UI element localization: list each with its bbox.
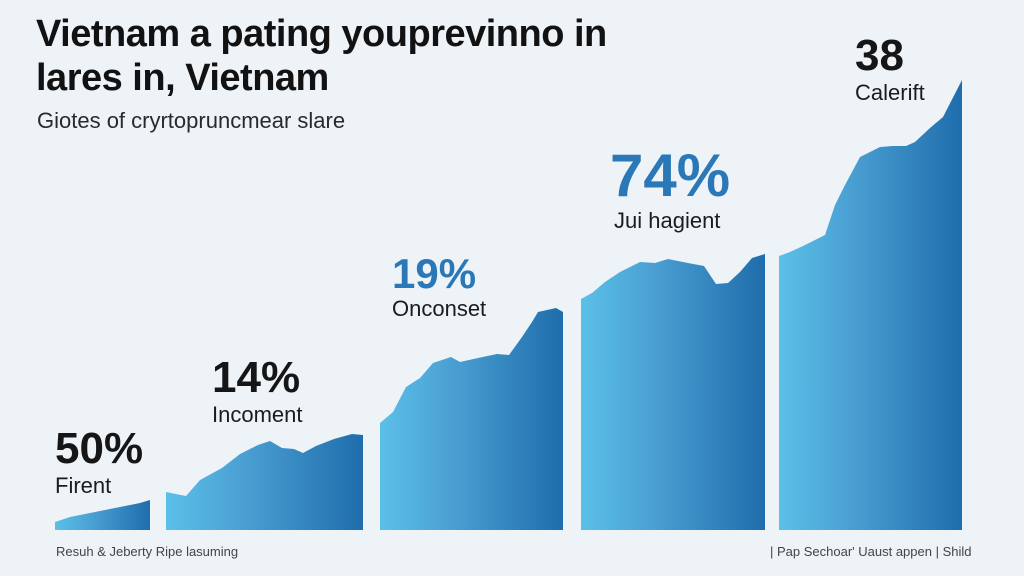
area-segment-1 xyxy=(55,500,150,530)
footer-source: Resuh & Jeberty Ripe lasuming xyxy=(56,544,239,559)
stat-label: Incoment xyxy=(212,402,303,427)
area-segment-4 xyxy=(581,254,765,530)
stat-onconset: 19% Onconset xyxy=(392,250,486,322)
chart-title-line1: Vietnam a pating youprevinno in xyxy=(36,13,607,55)
area-segments xyxy=(55,80,962,530)
stat-jui-hagient: 74% Jui hagient xyxy=(610,144,730,234)
stat-label: Firent xyxy=(55,473,112,498)
stat-value: 50% xyxy=(55,424,144,473)
chart-subtitle: Giotes of cryrtopruncmear slare xyxy=(37,108,346,133)
stat-label: Calerift xyxy=(855,80,925,105)
area-segment-2 xyxy=(166,434,363,530)
area-segment-5 xyxy=(779,80,962,530)
stat-value: 74% xyxy=(610,142,731,209)
stat-value: 38 xyxy=(855,31,904,80)
stat-value: 14% xyxy=(212,353,301,402)
stat-firent: 50% Firent xyxy=(55,425,143,499)
chart-title-line2: lares in, Vietnam xyxy=(36,57,329,99)
stat-calerift: 38 Calerift xyxy=(855,32,925,106)
stat-label: Jui hagient xyxy=(614,208,721,233)
stat-incoment: 14% Incoment xyxy=(212,354,303,428)
stat-label: Onconset xyxy=(392,296,487,321)
area-segment-3 xyxy=(380,308,563,530)
footer-credit: | Pap Sechoar' Uaust appen | Shild xyxy=(770,544,972,559)
chart-title: Vietnam a pating youprevinno in lares in… xyxy=(36,12,607,100)
stat-value: 19% xyxy=(392,250,477,297)
